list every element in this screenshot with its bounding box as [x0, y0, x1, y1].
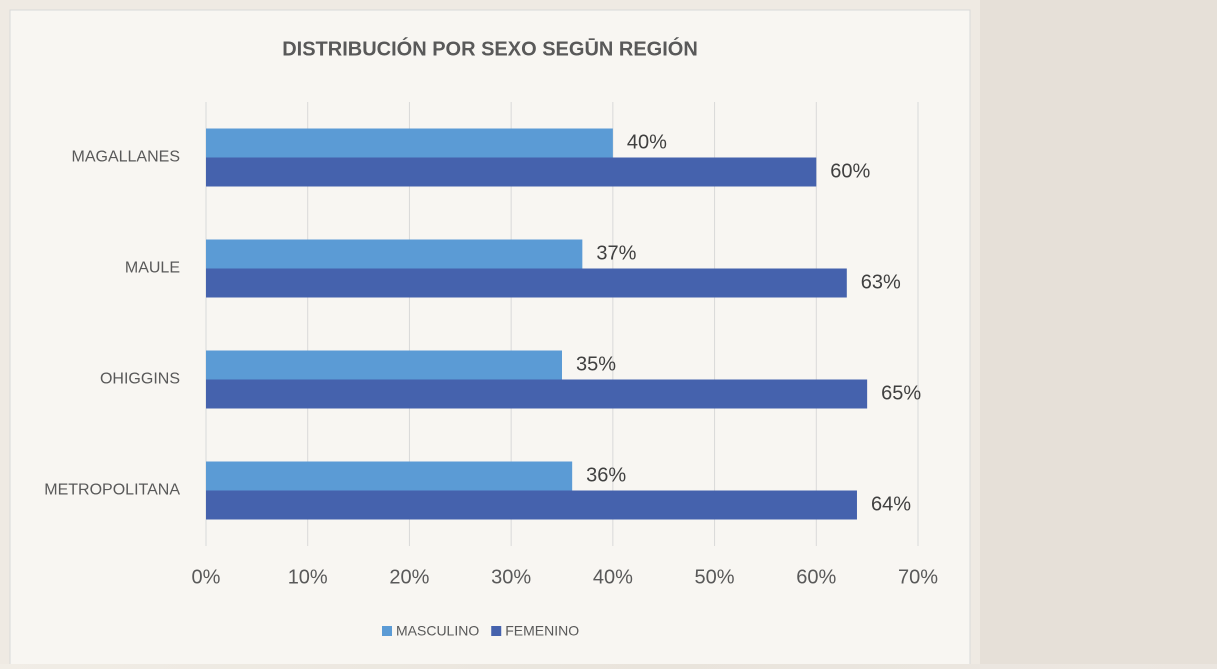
bar [206, 269, 847, 298]
x-tick-label: 60% [796, 566, 836, 588]
y-tick-label: MAULE [125, 260, 180, 277]
y-tick-label: OHIGGINS [100, 371, 180, 388]
legend-label: FEMENINO [505, 623, 579, 639]
bar [206, 240, 582, 269]
bar [206, 129, 613, 158]
data-label: 64% [871, 493, 911, 515]
data-label: 65% [881, 382, 921, 404]
x-tick-label: 70% [898, 566, 938, 588]
bar [206, 462, 572, 491]
chart-title: DISTRIBUCIÓN POR SEXO SEGŪN REGIÓN [282, 36, 698, 60]
x-tick-label: 40% [593, 566, 633, 588]
data-label: 36% [586, 464, 626, 486]
x-tick-label: 10% [288, 566, 328, 588]
bar [206, 380, 867, 409]
page: DISTRIBUCIÓN POR SEXO SEGŪN REGIÓN 0% 10%… [0, 0, 1217, 664]
data-label: 37% [596, 242, 636, 264]
legend-label: MASCULINO [396, 623, 479, 639]
bar [206, 491, 857, 520]
bar [206, 351, 562, 380]
y-tick-label: METROPOLITANA [44, 482, 180, 499]
x-tick-label: 20% [389, 566, 429, 588]
data-label: 35% [576, 353, 616, 375]
background-photo-side [980, 0, 1217, 664]
data-label: 40% [627, 131, 667, 153]
data-label: 60% [830, 160, 870, 182]
x-tick-label: 30% [491, 566, 531, 588]
x-tick-label: 0% [192, 566, 221, 588]
data-label: 63% [861, 271, 901, 293]
bar [206, 158, 816, 187]
y-tick-label: MAGALLANES [72, 149, 180, 166]
x-tick-label: 50% [695, 566, 735, 588]
legend-swatch [491, 626, 501, 636]
chart: DISTRIBUCIÓN POR SEXO SEGŪN REGIÓN 0% 10%… [0, 0, 1217, 664]
legend-swatch [382, 626, 392, 636]
